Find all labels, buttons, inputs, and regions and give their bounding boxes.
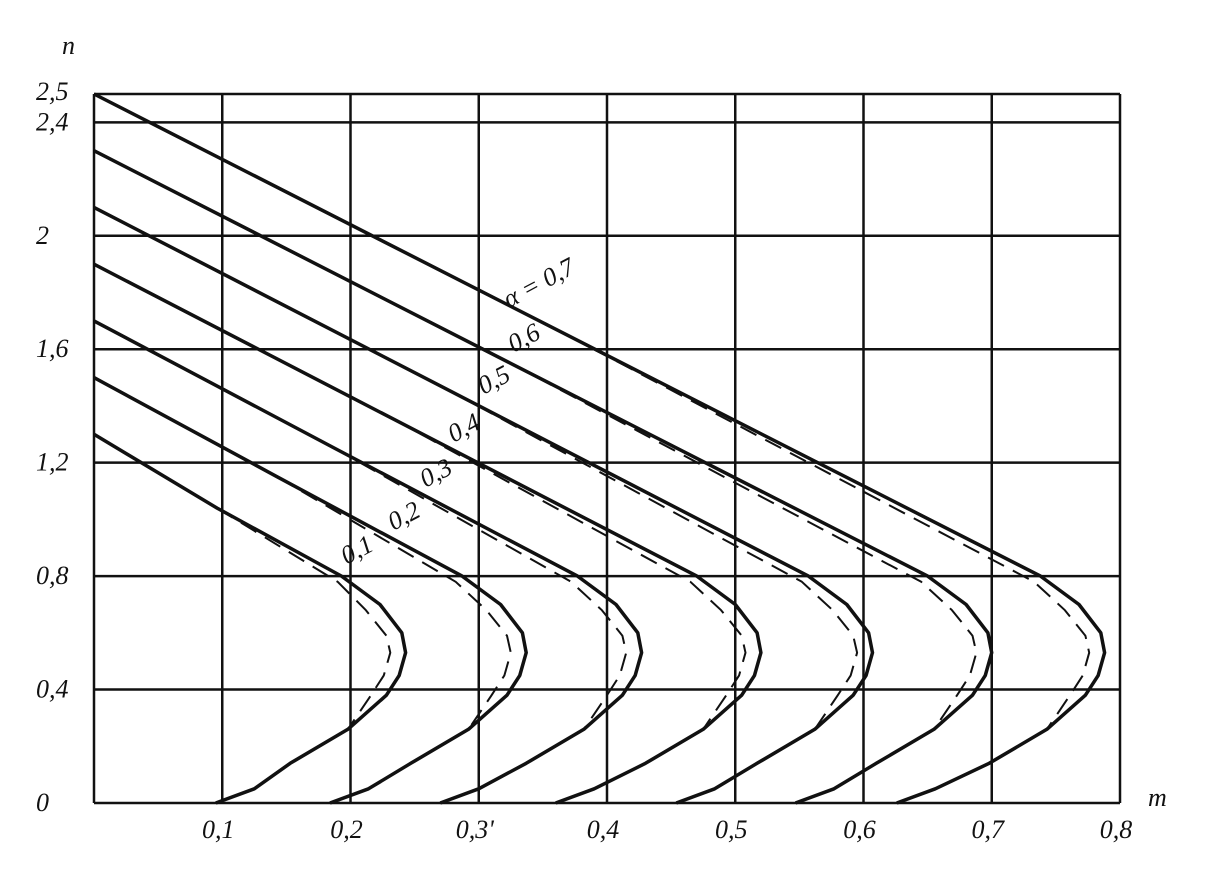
y-tick-label: 0,4 [36, 675, 69, 704]
x-tick-label: 0,5 [715, 815, 748, 844]
curve-label: 0,6 [503, 317, 545, 358]
curve [93, 319, 644, 805]
curve [93, 205, 875, 805]
curve-label: 0,3 [415, 452, 457, 493]
curve [93, 262, 763, 805]
y-axis-label: n [62, 31, 75, 60]
y-tick-label: 0,8 [36, 561, 69, 590]
x-tick-label: 0,8 [1100, 815, 1133, 844]
dashed-curve [216, 507, 392, 730]
dashed-curve [451, 390, 859, 730]
curve-label: 0,2 [383, 495, 425, 536]
dashed-curve [394, 419, 747, 730]
dashed-curve [334, 447, 628, 730]
dashed-curve [276, 476, 512, 730]
x-tick-label: 0,4 [587, 815, 620, 844]
y-tick-label: 1,2 [36, 448, 69, 477]
y-tick-label: 0 [36, 788, 49, 817]
curve [93, 432, 408, 805]
y-tick-label: 2,4 [36, 107, 69, 136]
x-tick-label: 0,1 [202, 815, 235, 844]
curve-label: 0,1 [336, 529, 378, 570]
curve [93, 92, 1107, 805]
x-tick-label: 0,7 [972, 815, 1006, 844]
y-tick-label: 1,6 [36, 334, 69, 363]
y-tick-label: 2 [36, 221, 49, 250]
curve [93, 149, 994, 805]
x-axis-label: m [1148, 783, 1167, 812]
y-tick-label: 2,5 [36, 77, 69, 106]
dashed-curve [510, 362, 978, 730]
x-tick-label: 0,2 [330, 815, 363, 844]
dashed-curve [566, 334, 1091, 730]
curve-label: α = 0,7 [498, 251, 580, 313]
x-tick-label: 0,6 [843, 815, 876, 844]
x-tick-label: 0,3' [456, 815, 495, 844]
curve [93, 376, 528, 805]
